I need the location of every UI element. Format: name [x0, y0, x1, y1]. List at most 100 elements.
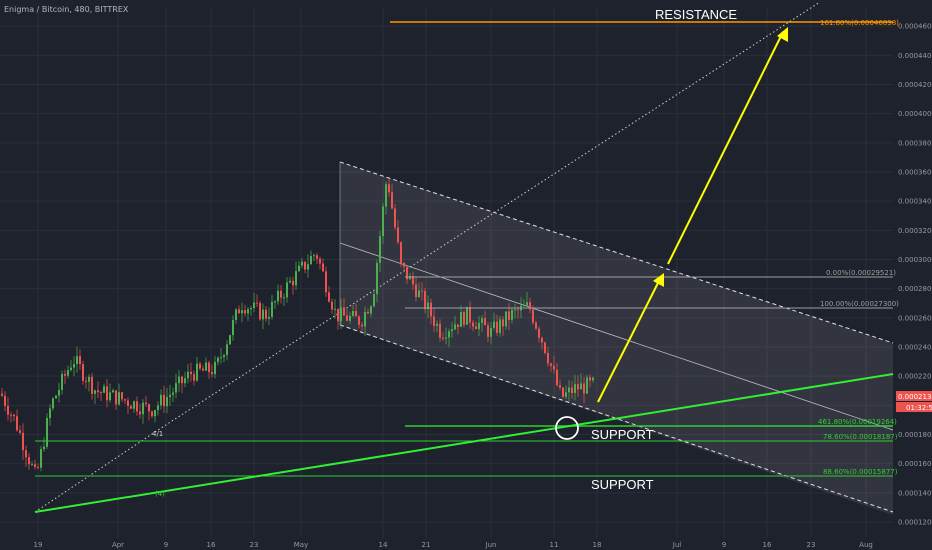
time-tick-label: 14 [379, 541, 388, 549]
candle-body [508, 311, 510, 320]
grid [0, 7, 893, 538]
candle-body [67, 370, 69, 376]
candle-body [145, 402, 147, 405]
candle-body [148, 404, 150, 412]
candle-body [418, 290, 420, 298]
candle-body [196, 363, 198, 381]
candle-body [265, 309, 267, 319]
candle-body [406, 266, 408, 280]
candle-body [289, 280, 291, 283]
candle-body [121, 392, 123, 400]
candle-body [532, 309, 534, 323]
fib-label-4618: 461.80%(0.00019264) [818, 418, 897, 426]
candle-body [322, 263, 324, 272]
candle-body [124, 399, 126, 401]
candle-body [499, 319, 501, 333]
candle-body [292, 280, 294, 286]
candle-body [271, 301, 273, 317]
candle-body [187, 371, 189, 379]
candle-body [574, 384, 576, 394]
candle-body [343, 307, 345, 316]
candle-body [472, 322, 474, 327]
candle-body [199, 363, 201, 369]
candle-body [268, 316, 270, 319]
candle-body [385, 184, 387, 207]
candle-body [313, 255, 315, 257]
candle-body [223, 355, 225, 358]
channel-lower-line [339, 324, 894, 513]
candle-body [91, 376, 93, 394]
price-tick-label: 0.00046000 [898, 23, 932, 31]
candle-body [304, 261, 306, 270]
candle-body [490, 327, 492, 337]
candle-body [307, 264, 309, 270]
candle-body [469, 306, 471, 323]
candle-body [535, 322, 537, 329]
candle-body [277, 290, 279, 302]
candle-body [424, 291, 426, 310]
candle-body [379, 236, 381, 263]
candle-body [280, 290, 282, 298]
candle-body [310, 256, 312, 265]
time-axis[interactable]: 19 Apr 9 16 23 May 14 21 Jun 11 18 Jul 9 16 23 Aug [34, 541, 873, 549]
candle-body [160, 394, 162, 406]
candle-body [253, 302, 255, 309]
candle-body [553, 365, 555, 370]
candle-body [166, 397, 168, 407]
time-tick-label: Jun [485, 541, 497, 549]
price-tick-label: 0.00036000 [898, 169, 932, 177]
candle-body [340, 307, 342, 322]
candle-body [577, 384, 579, 390]
candle-body [355, 311, 357, 317]
candle-body [370, 306, 372, 314]
candle-body [283, 297, 285, 299]
candle-body [100, 392, 102, 394]
time-tick-label: Apr [112, 541, 124, 549]
chart-title: Enigma / Bitcoin, 480, BITTREX [4, 5, 129, 14]
candle-body [439, 323, 441, 338]
time-tick-label: 16 [207, 541, 216, 549]
time-tick-label: 21 [422, 541, 431, 549]
candle-body [454, 324, 456, 330]
candle-body [247, 309, 249, 314]
time-tick-label: Aug [859, 541, 873, 549]
candle-body [394, 208, 396, 228]
candle-body [367, 311, 369, 314]
current-price-badge [896, 391, 932, 401]
time-tick-label: Jul [672, 541, 682, 549]
candle-body [403, 262, 405, 267]
channel-mid-line [339, 242, 894, 431]
projection-arrowhead-1 [653, 273, 664, 287]
candle-body [331, 301, 333, 310]
time-tick-label: 19 [34, 541, 43, 549]
candle-body [451, 329, 453, 332]
candle-body [178, 376, 180, 384]
candle-body [487, 325, 489, 337]
candle-body [409, 275, 411, 280]
candle-body [34, 464, 36, 467]
candle-body [211, 372, 213, 375]
candle-body [457, 324, 459, 327]
candle-body [325, 271, 327, 293]
candle-body [373, 294, 375, 307]
candle-body [133, 401, 135, 409]
candle-body [481, 318, 483, 323]
price-axis[interactable]: 0.00048000 0.00046000 0.00044000 0.00042000… [898, 0, 932, 527]
candle-body [544, 342, 546, 353]
candle-body [538, 328, 540, 338]
candle-body [154, 410, 156, 417]
candle-body [151, 411, 153, 417]
candle-body [214, 361, 216, 375]
candle-body [460, 311, 462, 327]
candle-body [52, 398, 54, 409]
candle-body [46, 418, 48, 447]
candle-body [49, 408, 51, 419]
candle-body [421, 290, 423, 292]
candle-body [358, 316, 360, 325]
candle-body [190, 371, 192, 375]
candle-body [526, 302, 528, 306]
candle-body [286, 282, 288, 298]
fib-label-100: 100.00%(0.00027300) [820, 300, 899, 308]
